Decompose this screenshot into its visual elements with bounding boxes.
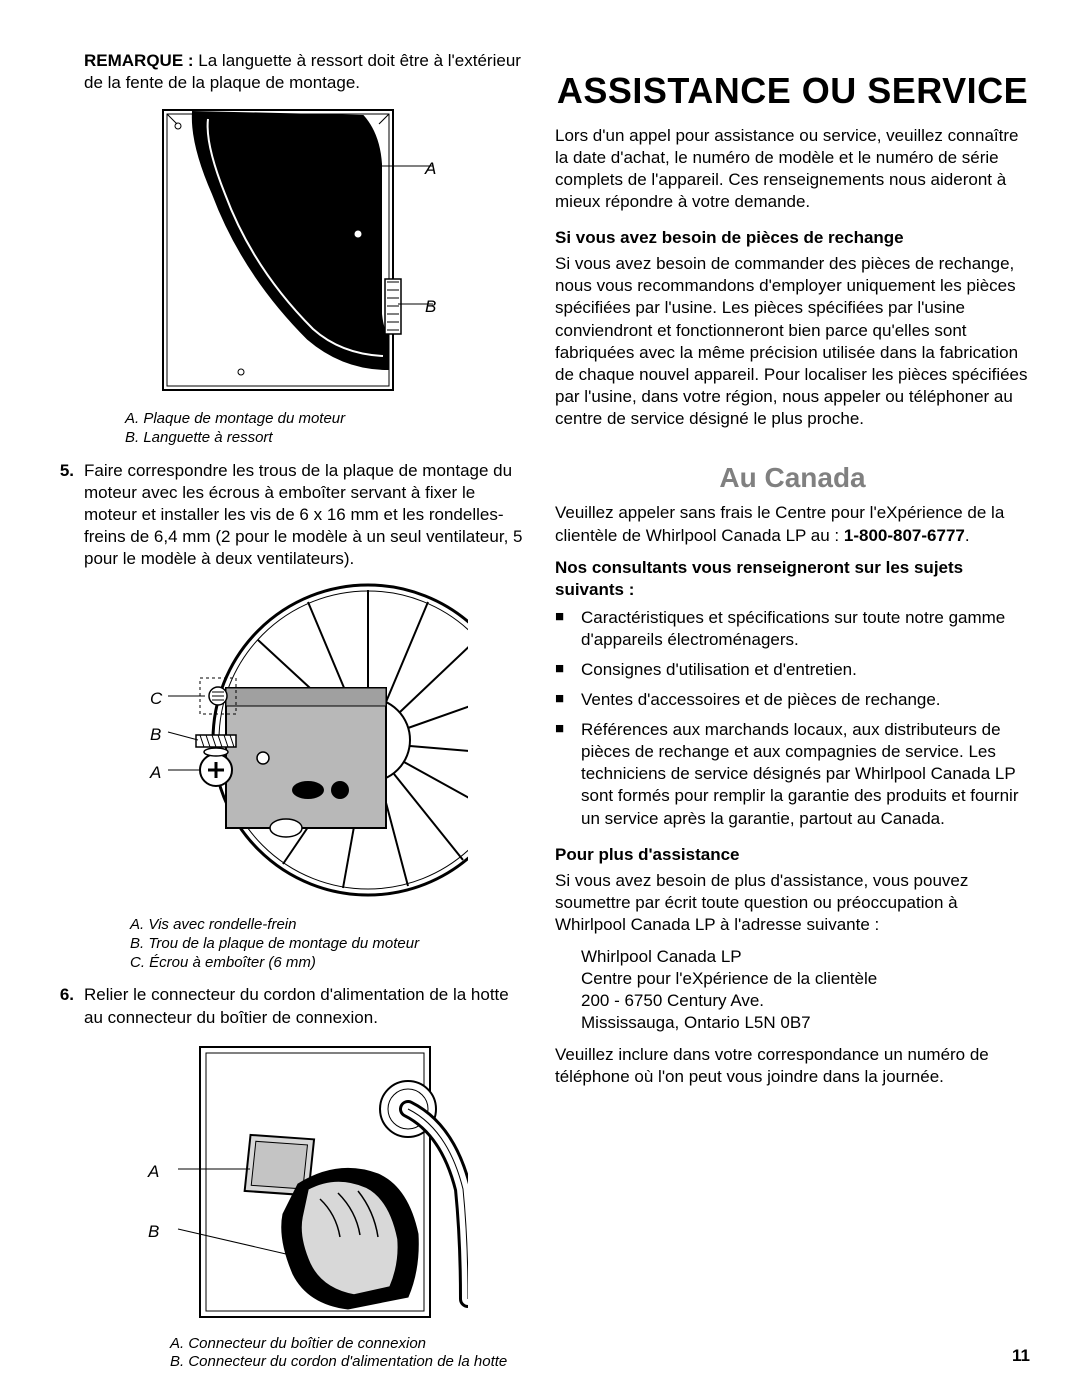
figure-1-label-b: B [425, 296, 436, 318]
figure-3: A B [50, 1039, 525, 1329]
bullet-text: Ventes d'accessoires et de pièces de rec… [581, 689, 1030, 711]
more-assistance-text: Si vous avez besoin de plus d'assistance… [555, 870, 1030, 936]
more-assistance-heading: Pour plus d'assistance [555, 844, 1030, 866]
step-5-text: Faire correspondre les trous de la plaqu… [84, 460, 525, 570]
figure-2-caption: A. Vis avec rondelle-frein B. Trou de la… [130, 916, 525, 972]
canada-intro: Veuillez appeler sans frais le Centre po… [555, 502, 1030, 546]
step-6-text: Relier le connecteur du cordon d'aliment… [84, 984, 525, 1028]
figure-1-svg [133, 104, 443, 404]
figure-1-caption: A. Plaque de montage du moteur B. Langue… [125, 410, 525, 448]
figure-2-svg [108, 580, 468, 908]
canada-intro-end: . [965, 526, 970, 545]
page-number: 11 [1012, 1345, 1030, 1367]
bullet-icon: ■ [555, 659, 581, 681]
bullet-item: ■Consignes d'utilisation et d'entretien. [555, 659, 1030, 681]
bullet-text: Consignes d'utilisation et d'entretien. [581, 659, 1030, 681]
parts-heading: Si vous avez besoin de pièces de rechang… [555, 227, 1030, 249]
figure-3-label-a: A [148, 1161, 159, 1183]
address-line: Mississauga, Ontario L5N 0B7 [581, 1012, 1030, 1034]
remark-label: REMARQUE : [84, 51, 194, 70]
figure-1-caption-b: B. Languette à ressort [125, 429, 525, 448]
left-column: REMARQUE : La languette à ressort doit ê… [50, 50, 525, 1384]
two-column-layout: REMARQUE : La languette à ressort doit ê… [50, 50, 1030, 1384]
bullet-item: ■Références aux marchands locaux, aux di… [555, 719, 1030, 829]
figure-1-label-a: A [425, 158, 436, 180]
figure-3-label-b: B [148, 1221, 159, 1243]
bullet-icon: ■ [555, 689, 581, 711]
figure-3-caption-b: B. Connecteur du cordon d'alimentation d… [170, 1353, 525, 1372]
figure-2-label-a: A [150, 762, 161, 784]
bullet-list: ■Caractéristiques et spécifications sur … [555, 607, 1030, 830]
canada-title: Au Canada [555, 460, 1030, 496]
figure-2-caption-a: A. Vis avec rondelle-frein [130, 916, 525, 935]
bullet-item: ■Caractéristiques et spécifications sur … [555, 607, 1030, 651]
canada-phone: 1-800-807-6777 [844, 526, 965, 545]
figure-2: C B A [50, 580, 525, 910]
bullet-item: ■Ventes d'accessoires et de pièces de re… [555, 689, 1030, 711]
figure-3-caption-a: A. Connecteur du boîtier de connexion [170, 1335, 525, 1354]
address-block: Whirlpool Canada LP Centre pour l'eXpéri… [581, 946, 1030, 1034]
step-6: 6. Relier le connecteur du cordon d'alim… [50, 984, 525, 1028]
bullet-text: Références aux marchands locaux, aux dis… [581, 719, 1030, 829]
address-line: Whirlpool Canada LP [581, 946, 1030, 968]
intro-paragraph: Lors d'un appel pour assistance ou servi… [555, 125, 1030, 213]
step-6-number: 6. [50, 984, 84, 1028]
bullet-text: Caractéristiques et spécifications sur t… [581, 607, 1030, 651]
consultants-heading: Nos consultants vous renseigneront sur l… [555, 557, 1030, 601]
figure-2-label-b: B [150, 724, 161, 746]
main-title: ASSISTANCE OU SERVICE [555, 68, 1030, 115]
figure-3-svg [108, 1039, 468, 1327]
remark-paragraph: REMARQUE : La languette à ressort doit ê… [84, 50, 525, 94]
figure-1: A B [50, 104, 525, 404]
bullet-icon: ■ [555, 719, 581, 829]
figure-2-caption-c: C. Écrou à emboîter (6 mm) [130, 954, 525, 973]
step-5: 5. Faire correspondre les trous de la pl… [50, 460, 525, 570]
step-5-number: 5. [50, 460, 84, 570]
figure-1-caption-a: A. Plaque de montage du moteur [125, 410, 525, 429]
figure-3-caption: A. Connecteur du boîtier de connexion B.… [170, 1335, 525, 1373]
figure-2-caption-b: B. Trou de la plaque de montage du moteu… [130, 935, 525, 954]
bullet-icon: ■ [555, 607, 581, 651]
right-column: ASSISTANCE OU SERVICE Lors d'un appel po… [555, 50, 1030, 1384]
address-line: 200 - 6750 Century Ave. [581, 990, 1030, 1012]
address-line: Centre pour l'eXpérience de la clientèle [581, 968, 1030, 990]
figure-2-label-c: C [150, 688, 162, 710]
parts-paragraph: Si vous avez besoin de commander des piè… [555, 253, 1030, 430]
closing-paragraph: Veuillez inclure dans votre correspondan… [555, 1044, 1030, 1088]
